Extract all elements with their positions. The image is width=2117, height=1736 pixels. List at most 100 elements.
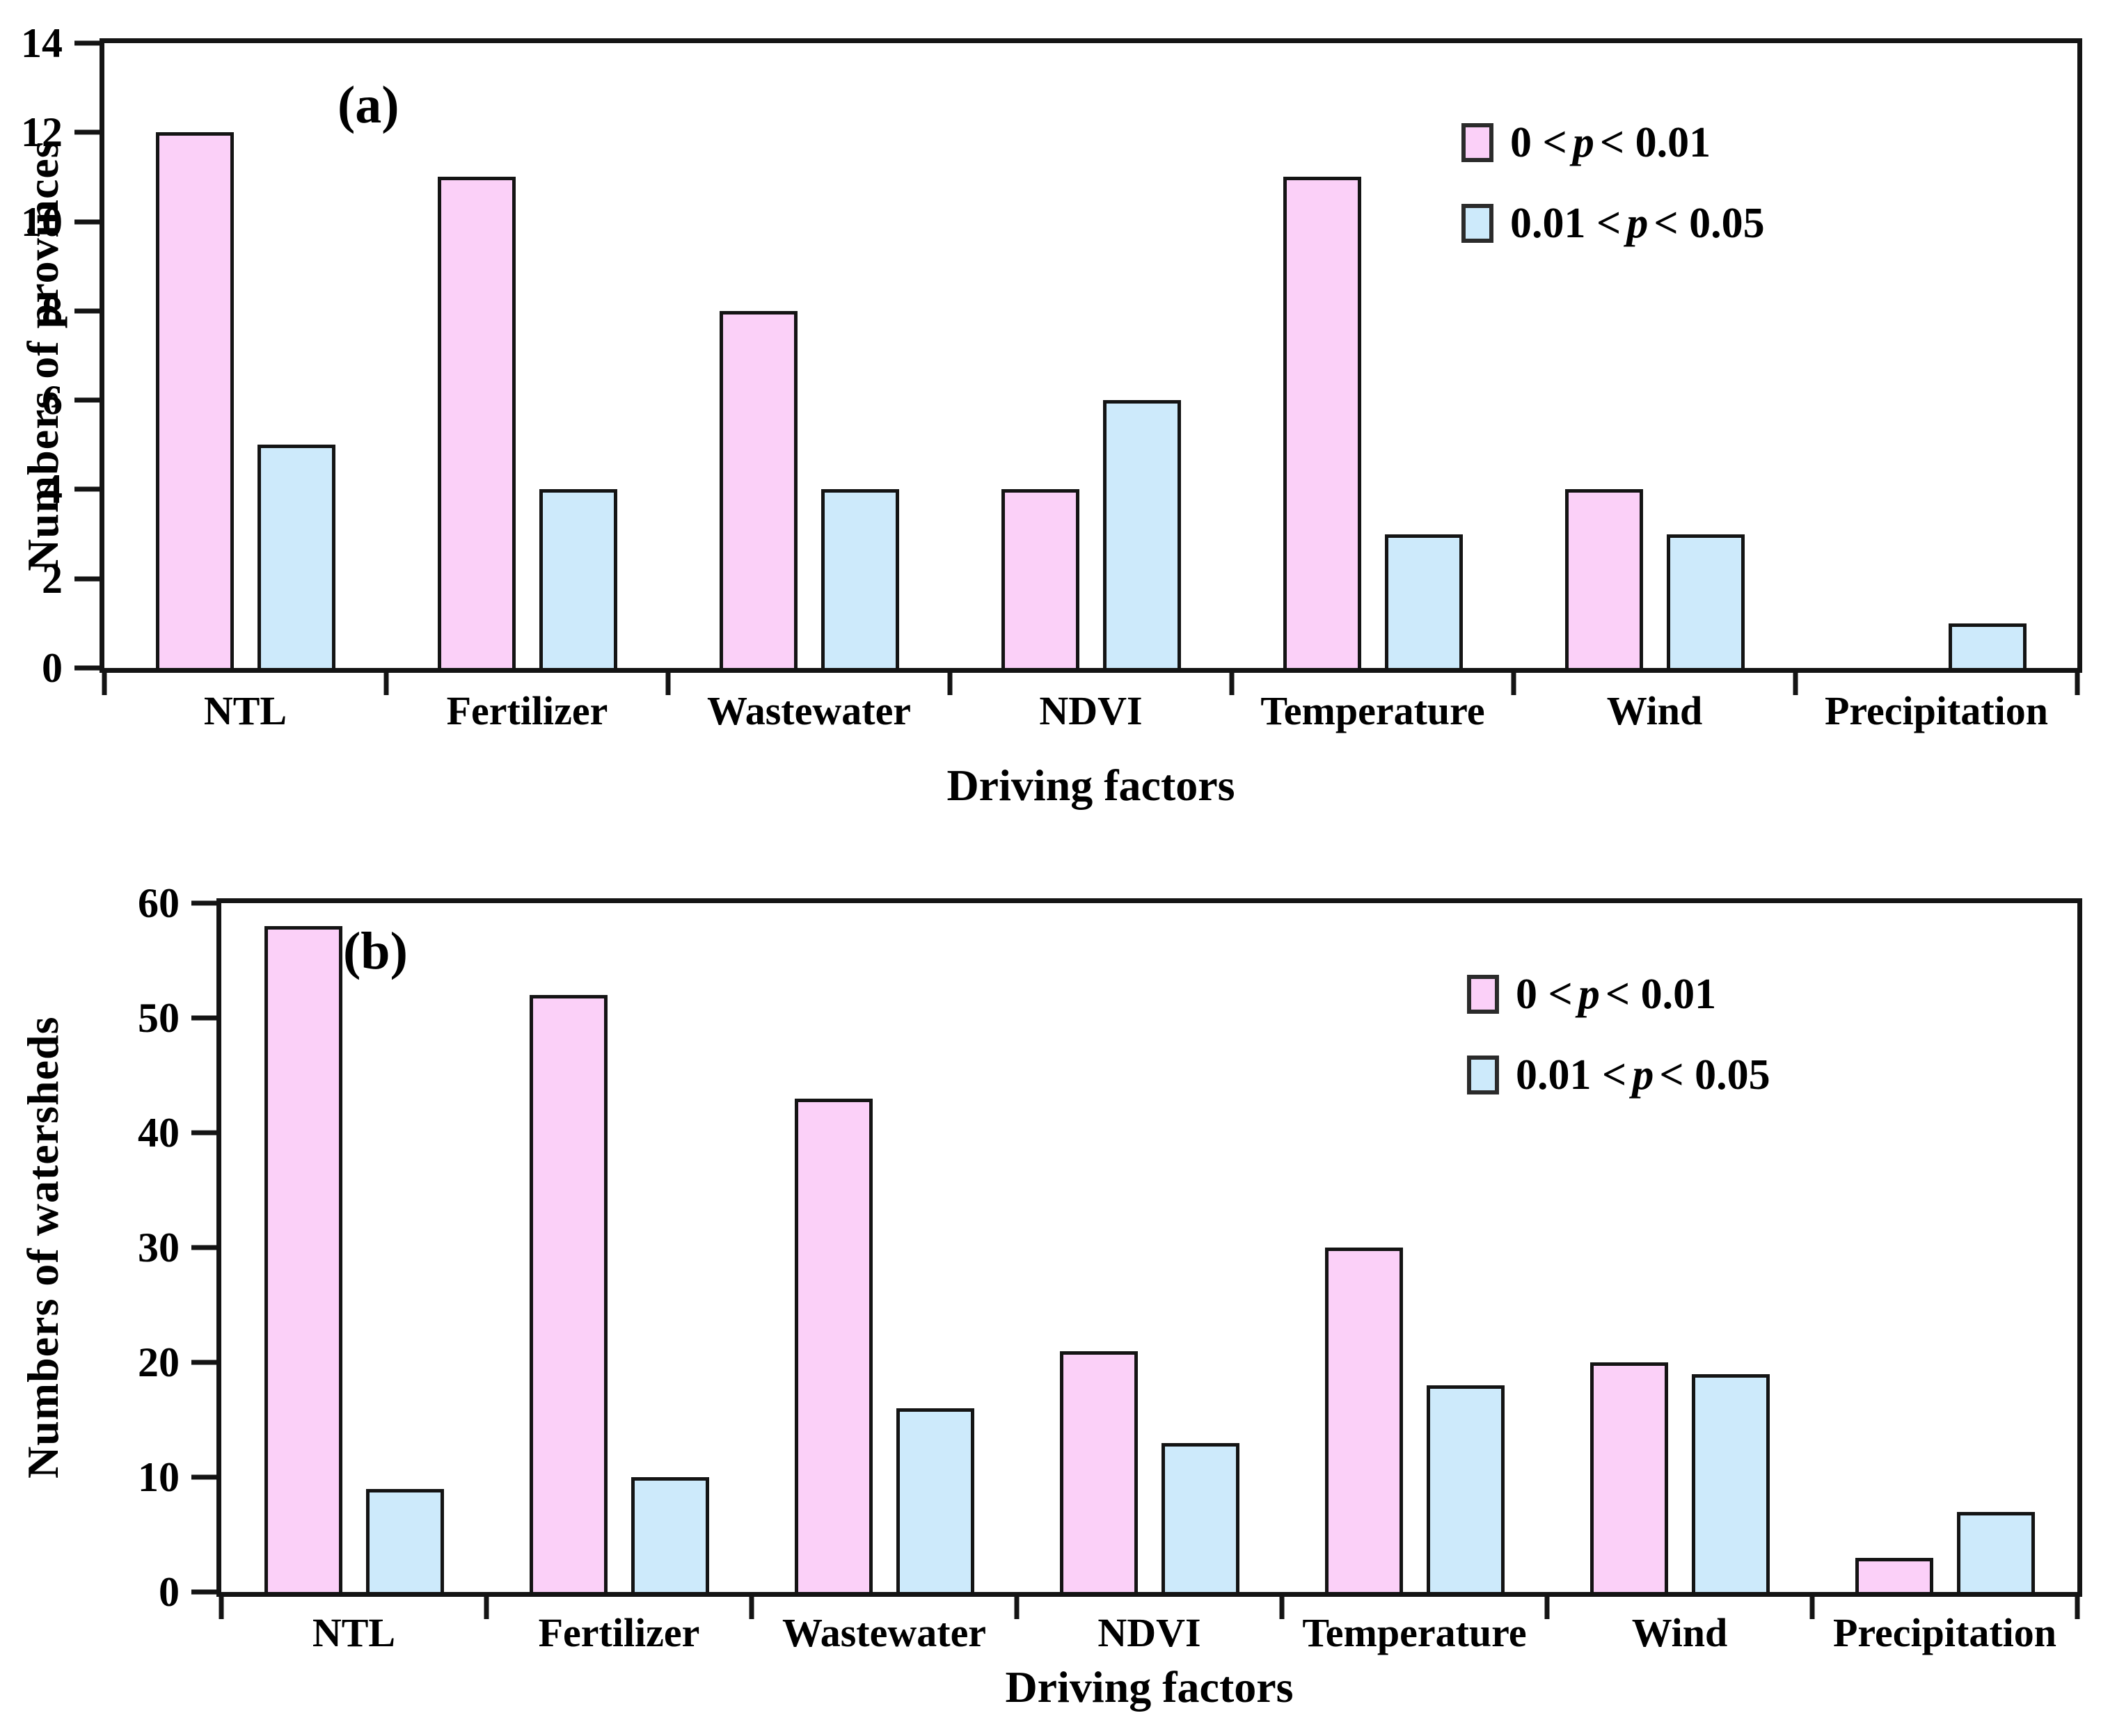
legend-item-2: 0.01 < p < 0.05 — [1461, 202, 1765, 245]
y-tick-label: 50 — [138, 995, 180, 1041]
bar-a-wind-series2 — [1666, 534, 1745, 668]
bar-b-temperature-series2 — [1426, 1385, 1505, 1592]
y-tick-label: 14 — [21, 20, 63, 66]
y-tick-mark — [191, 1360, 216, 1365]
bar-group-wastewater — [752, 903, 1017, 1592]
legend-label: 0.01 < p < 0.05 — [1516, 1053, 1770, 1097]
y-tick-mark — [74, 486, 100, 492]
x-category-label: NTL — [312, 1610, 396, 1655]
y-tick-label: 2 — [42, 555, 63, 602]
bar-group-ndvi — [1017, 903, 1282, 1592]
bar-a-ndvi-series1 — [1001, 489, 1079, 668]
x-category-label: NDVI — [1097, 1610, 1201, 1655]
legend-label-pre: 0.01 < — [1510, 200, 1622, 247]
bar-group-fertilizer — [486, 903, 752, 1592]
bar-b-precipitation-series2 — [1956, 1511, 2035, 1592]
bar-group-precipitation — [1795, 43, 2077, 668]
x-category-label: Wastewater — [782, 1610, 987, 1655]
bar-b-wind-series1 — [1589, 1362, 1668, 1592]
x-axis-title-b: Driving factors — [1005, 1662, 1294, 1712]
bar-group-ntl — [104, 43, 386, 668]
y-tick-label: 0 — [159, 1569, 180, 1615]
bar-group-ndvi — [950, 43, 1232, 668]
bar-b-wastewater-series1 — [794, 1098, 873, 1592]
x-tick-mark — [2075, 673, 2080, 695]
bar-b-fertilizer-series2 — [631, 1477, 709, 1592]
bar-group-temperature — [1282, 903, 1547, 1592]
legend-label-post: < 0.01 — [1599, 119, 1711, 166]
bar-a-wastewater-series2 — [820, 489, 899, 668]
x-category-label: Temperature — [1302, 1610, 1527, 1655]
x-tick-mark — [219, 1597, 224, 1619]
y-tick-mark — [191, 1130, 216, 1136]
x-category-label: Temperature — [1260, 688, 1485, 733]
legend-marker-1 — [1467, 975, 1499, 1014]
y-tick-label: 10 — [21, 198, 63, 245]
legend-item-2: 0.01 < p < 0.05 — [1467, 1053, 1770, 1097]
legend-label-post: < 0.05 — [1654, 200, 1765, 247]
bar-a-temperature-series2 — [1384, 534, 1463, 668]
y-tick-mark — [74, 40, 100, 46]
y-tick-mark — [191, 900, 216, 906]
bar-b-ndvi-series1 — [1059, 1351, 1138, 1592]
bar-groups-a — [104, 43, 2077, 668]
x-tick-mark — [1511, 673, 1516, 695]
bar-b-ntl-series1 — [264, 926, 342, 1592]
bar-b-ndvi-series2 — [1161, 1442, 1239, 1592]
bar-a-fertilizer-series2 — [539, 489, 617, 668]
legend-b: 0 < p < 0.01 0.01 < p < 0.05 — [1467, 973, 1770, 1097]
bar-b-wastewater-series2 — [896, 1408, 974, 1592]
bar-b-temperature-series1 — [1324, 1248, 1403, 1592]
bar-group-wind — [1547, 903, 1812, 1592]
legend-label: 0 < p < 0.01 — [1516, 973, 1716, 1016]
bar-a-ntl-series1 — [155, 132, 234, 668]
y-tick-label: 60 — [138, 880, 180, 926]
legend-label-post: < 0.01 — [1605, 971, 1717, 1018]
x-tick-mark — [383, 673, 389, 695]
legend-item-1: 0 < p < 0.01 — [1467, 973, 1770, 1016]
legend-label: 0.01 < p < 0.05 — [1510, 202, 1765, 245]
y-tick-mark — [74, 308, 100, 314]
x-category-labels-a: NTL Fertilizer Wastewater NDVI Temperature Wi… — [104, 689, 2077, 733]
x-tick-mark — [1279, 1597, 1285, 1619]
legend-label-var: p — [1572, 119, 1594, 166]
x-category-label: Fertilizer — [538, 1610, 700, 1655]
y-tick-mark — [74, 665, 100, 671]
y-tick-mark — [74, 576, 100, 582]
y-tick-label: 0 — [42, 645, 63, 691]
bar-a-ndvi-series2 — [1102, 400, 1181, 668]
legend-label-var: p — [1632, 1051, 1654, 1099]
x-tick-mark — [1793, 673, 1798, 695]
bar-group-temperature — [1232, 43, 1514, 668]
x-category-label: Precipitation — [1824, 688, 2049, 733]
legend-marker-2 — [1461, 204, 1493, 243]
x-category-label: NDVI — [1039, 688, 1143, 733]
legend-label: 0 < p < 0.01 — [1510, 121, 1711, 164]
bar-a-wastewater-series1 — [719, 310, 798, 668]
x-tick-mark — [1229, 673, 1235, 695]
y-tick-mark — [191, 1589, 216, 1595]
x-tick-mark — [947, 673, 953, 695]
x-tick-mark — [749, 1597, 754, 1619]
panel-label-a: (a) — [338, 76, 399, 134]
y-tick-label: 10 — [138, 1454, 180, 1500]
legend-marker-2 — [1467, 1056, 1499, 1094]
x-axis-title-a: Driving factors — [946, 761, 1235, 810]
x-tick-mark — [1014, 1597, 1020, 1619]
bar-a-ntl-series2 — [257, 445, 335, 668]
legend-label-pre: 0 < — [1510, 119, 1567, 166]
y-tick-label: 20 — [138, 1339, 180, 1385]
x-category-label: Fertilizer — [446, 688, 608, 733]
bar-a-precipitation-series2 — [1948, 623, 2027, 668]
bar-group-fertilizer — [386, 43, 668, 668]
y-tick-label: 30 — [138, 1225, 180, 1271]
y-tick-mark — [191, 1245, 216, 1250]
y-tick-label: 6 — [42, 377, 63, 424]
x-category-label: NTL — [203, 688, 287, 733]
y-tick-mark — [191, 1474, 216, 1480]
bar-b-wind-series2 — [1691, 1373, 1770, 1592]
bar-b-ntl-series2 — [365, 1488, 444, 1592]
x-category-label: Wastewater — [706, 688, 912, 733]
legend-label-pre: 0.01 < — [1516, 1051, 1627, 1099]
